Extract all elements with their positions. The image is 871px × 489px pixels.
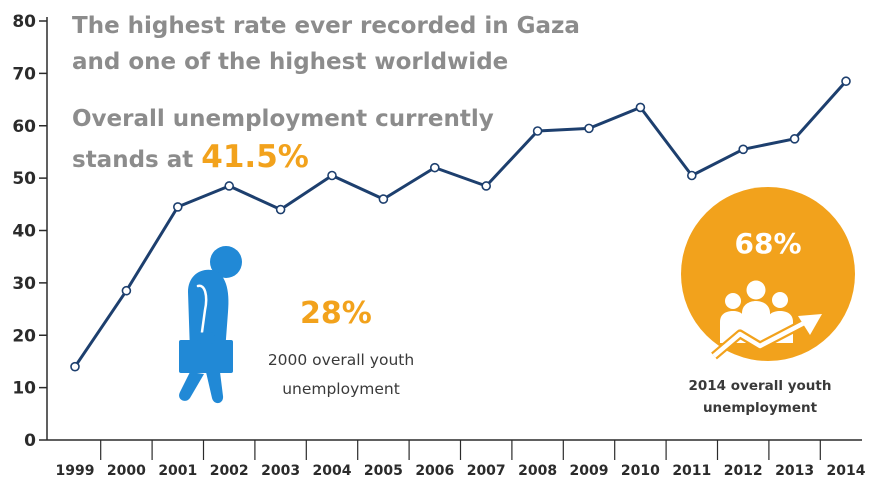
data-point xyxy=(635,102,646,113)
x-tick-label: 1999 xyxy=(56,463,95,479)
y-tick-label: 20 xyxy=(12,326,36,346)
x-tick-label: 2009 xyxy=(570,463,609,479)
data-point xyxy=(789,134,800,144)
youth-unemployment-2014-value: 68% xyxy=(734,227,801,260)
headline: The highest rate ever recorded in Gaza a… xyxy=(72,13,580,75)
youth-unemployment-2000-value: 28% xyxy=(300,296,372,331)
y-tick-label: 30 xyxy=(12,274,36,294)
overall-unemployment-statement: Overall unemployment currently stands at… xyxy=(72,100,532,179)
group-with-rising-arrow-icon xyxy=(711,280,822,360)
x-tick-label: 2013 xyxy=(775,463,814,479)
x-tick-label: 2008 xyxy=(518,463,557,479)
x-tick-label: 2000 xyxy=(107,463,146,479)
x-tick-label: 2001 xyxy=(158,463,197,479)
data-point xyxy=(224,181,234,191)
data-point xyxy=(173,202,183,212)
y-tick-label: 70 xyxy=(12,64,36,84)
data-point xyxy=(841,76,851,87)
overall-unemployment-value: 41.5% xyxy=(201,139,309,175)
overall-unemployment-prefix: Overall unemployment currently stands at xyxy=(72,106,494,173)
x-tick-label: 2011 xyxy=(672,463,711,479)
y-tick-label: 80 xyxy=(12,12,36,32)
data-point xyxy=(532,126,543,136)
x-tick-label: 2012 xyxy=(724,463,763,479)
x-tick-label: 2002 xyxy=(210,463,249,479)
x-axis: 1999 2000 2001 2002 2003 2004 2005 2006 2007 2008… xyxy=(47,439,866,479)
data-point xyxy=(584,123,594,134)
y-tick-label: 60 xyxy=(12,117,36,137)
x-tick-label: 2005 xyxy=(364,463,403,479)
unemployment-series xyxy=(70,76,851,372)
y-tick-label: 10 xyxy=(12,379,36,399)
data-point xyxy=(429,162,440,173)
data-point xyxy=(70,361,80,372)
data-point xyxy=(275,204,286,215)
x-tick-label: 2007 xyxy=(467,463,506,479)
x-tick-label: 2004 xyxy=(313,463,352,479)
x-tick-label: 2003 xyxy=(261,463,300,479)
youth-unemployment-2014-badge: 68% xyxy=(681,187,855,361)
y-tick-label: 0 xyxy=(24,431,36,451)
series-line xyxy=(73,80,848,368)
data-point xyxy=(738,144,749,155)
data-point xyxy=(686,170,697,181)
data-point xyxy=(121,285,132,296)
y-axis: 0 10 20 30 40 50 60 70 80 xyxy=(12,12,48,451)
youth-unemployment-2000-caption: 2000 overall youth unemployment xyxy=(267,351,415,398)
data-point xyxy=(327,170,337,181)
y-tick-label: 50 xyxy=(12,169,36,189)
dejected-person-with-briefcase-icon xyxy=(179,246,242,404)
data-point xyxy=(481,181,492,191)
x-tick-label: 2010 xyxy=(621,463,660,479)
x-tick-label: 2006 xyxy=(415,463,454,479)
youth-unemployment-2014-caption: 2014 overall youth unemployment xyxy=(688,378,832,416)
x-tick-label: 2014 xyxy=(827,463,866,479)
data-point xyxy=(378,194,389,204)
y-tick-label: 40 xyxy=(12,222,36,242)
